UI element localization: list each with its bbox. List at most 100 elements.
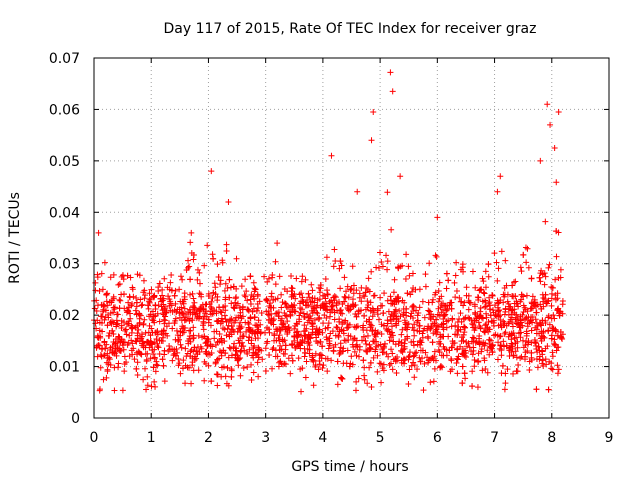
data-point (282, 300, 289, 307)
data-point (129, 351, 136, 358)
data-point (156, 318, 163, 325)
data-point (142, 292, 149, 299)
data-point (240, 333, 247, 340)
data-point (119, 272, 126, 279)
data-point (159, 338, 166, 345)
data-point (445, 277, 452, 284)
data-point (281, 309, 288, 316)
data-point (220, 304, 227, 311)
data-point (380, 322, 387, 329)
data-point (237, 372, 244, 379)
data-point (495, 308, 502, 315)
data-point (522, 342, 529, 349)
data-point (134, 322, 141, 329)
data-point (388, 300, 395, 307)
data-point (315, 366, 322, 373)
data-point (109, 349, 116, 356)
data-point (551, 145, 558, 151)
data-point (187, 353, 194, 360)
data-point (513, 354, 520, 361)
data-point (116, 281, 123, 288)
data-point (163, 323, 170, 330)
data-point (175, 355, 182, 362)
data-point (281, 285, 288, 292)
data-point (384, 266, 391, 273)
data-point (475, 350, 482, 357)
data-point (218, 335, 225, 342)
data-point (320, 362, 327, 369)
data-point (516, 330, 523, 337)
data-point (512, 293, 519, 300)
data-point (217, 281, 224, 288)
data-point (497, 173, 504, 180)
data-point (321, 292, 328, 299)
data-point (503, 342, 510, 349)
data-point (434, 324, 441, 331)
data-point (296, 291, 303, 298)
data-point (461, 370, 468, 377)
data-point (494, 297, 501, 304)
data-point (371, 338, 378, 345)
data-point (218, 315, 225, 322)
data-point (377, 294, 384, 301)
data-point (403, 305, 410, 312)
data-point (408, 339, 415, 346)
data-point (350, 343, 357, 350)
data-point (312, 362, 319, 369)
data-point (420, 387, 427, 394)
data-point (269, 272, 276, 279)
data-point (407, 313, 414, 320)
data-point (466, 344, 473, 351)
data-point (100, 306, 107, 313)
data-point (471, 356, 478, 363)
y-tick-label: 0.06 (49, 102, 80, 118)
data-point (222, 296, 229, 303)
data-point (510, 352, 517, 359)
data-point (410, 314, 417, 321)
data-point (353, 287, 360, 294)
data-point (512, 278, 519, 285)
data-point (336, 328, 343, 335)
data-point (495, 265, 502, 272)
data-point (331, 246, 338, 253)
data-point (528, 275, 535, 282)
x-tick-label: 4 (318, 430, 327, 446)
data-point (351, 348, 358, 355)
data-point (181, 296, 188, 303)
data-point (541, 334, 548, 341)
data-point (389, 366, 396, 373)
data-point (517, 355, 524, 362)
data-point (211, 307, 218, 314)
data-point (247, 273, 254, 280)
data-point (152, 302, 159, 309)
data-point (425, 307, 432, 314)
data-point (462, 375, 469, 382)
data-point (218, 364, 225, 371)
data-point (272, 258, 279, 265)
data-point (502, 257, 509, 264)
data-point (209, 310, 216, 317)
data-point (159, 286, 166, 293)
data-point (414, 366, 421, 373)
data-point (482, 366, 489, 373)
data-point (350, 303, 357, 310)
data-point (443, 307, 450, 314)
data-point (244, 350, 251, 357)
data-point (399, 349, 406, 356)
data-point (122, 326, 129, 333)
data-point (390, 289, 397, 296)
data-point (481, 290, 488, 297)
data-point (369, 328, 376, 335)
data-point (549, 284, 556, 291)
data-point (552, 328, 559, 335)
data-point (176, 286, 183, 293)
data-point (375, 342, 382, 349)
data-point (216, 348, 223, 355)
data-point (351, 335, 358, 342)
data-point (296, 318, 303, 325)
data-point (186, 306, 193, 313)
data-point (117, 297, 124, 304)
data-point (545, 327, 552, 334)
data-point (455, 353, 462, 360)
data-point (342, 317, 349, 324)
